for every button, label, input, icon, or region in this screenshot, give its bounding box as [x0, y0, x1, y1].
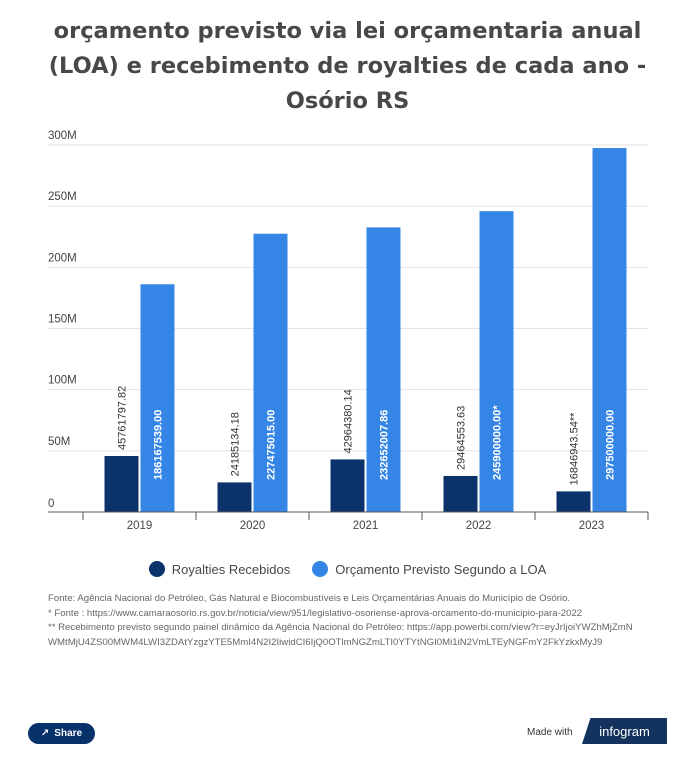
y-tick-label: 50M	[48, 436, 70, 448]
x-tick-label: 2021	[353, 520, 379, 532]
y-tick-label: 150M	[48, 314, 77, 326]
bar-orcamento	[479, 211, 514, 513]
y-tick-label: 0	[48, 498, 54, 510]
bar-royalties	[443, 475, 478, 512]
legend-dot-icon	[312, 561, 329, 577]
chart-title-line: Osório RS	[285, 88, 410, 114]
bar-orcamento	[366, 227, 401, 512]
share-icon: ↗	[40, 728, 50, 739]
legend-dot-icon	[148, 561, 165, 577]
x-tick-label: 2022	[466, 520, 492, 532]
x-tick-label: 2019	[127, 520, 153, 532]
bar-chart: 0 50M 100M 150M 200M 250M 300M 45761797.82 1861…	[48, 130, 649, 532]
data-label-orcamento: 297500000.00	[605, 410, 617, 480]
legend: Royalties Recebidos Orçamento Previsto S…	[0, 561, 695, 577]
source-notes: Fonte: Agência Nacional do Petróleo, Gás…	[48, 592, 638, 650]
data-label-orcamento: 245900000.00*	[492, 405, 504, 480]
note-footnote-2: ** Recebimento previsto segundo painel d…	[48, 622, 633, 648]
data-label-royalties: 45761797.82	[117, 386, 129, 450]
infogram-logo[interactable]: infogram	[582, 718, 667, 744]
x-tick-label: 2020	[240, 520, 266, 532]
bars: 45761797.82 186167539.00 24185134.18 227475…	[104, 148, 627, 513]
x-axis: 2019 2020 2021 2022 2023	[48, 511, 649, 532]
note-source: Fonte: Agência Nacional do Petróleo, Gás…	[48, 593, 571, 604]
legend-item-royalties[interactable]: Royalties Recebidos	[148, 561, 291, 577]
share-button[interactable]: ↗ Share	[28, 723, 95, 744]
chart-title-line: (LOA) e recebimento de royalties de cada…	[48, 53, 647, 79]
made-with-text: Made with	[527, 727, 573, 738]
bar-orcamento	[140, 284, 175, 512]
y-tick-label: 100M	[48, 375, 77, 387]
data-label-royalties: 24185134.18	[230, 412, 242, 476]
data-label-royalties: 29464553.63	[456, 406, 468, 470]
chart-title: orçamento previsto via lei orçamentaria …	[0, 14, 695, 119]
data-label-royalties: 42964380.14	[343, 389, 355, 453]
legend-item-orcamento[interactable]: Orçamento Previsto Segundo a LOA	[312, 561, 546, 577]
y-axis: 0 50M 100M 150M 200M 250M 300M	[48, 130, 77, 510]
bar-royalties	[217, 482, 252, 512]
bar-royalties	[556, 491, 591, 512]
legend-label: Orçamento Previsto Segundo a LOA	[335, 561, 547, 577]
y-tick-label: 300M	[48, 130, 77, 142]
share-label: Share	[54, 728, 83, 739]
x-tick-label: 2023	[579, 520, 605, 532]
y-tick-label: 250M	[48, 191, 77, 203]
bar-royalties	[104, 456, 139, 512]
bar-orcamento	[592, 148, 627, 512]
data-label-orcamento: 232652007.86	[379, 410, 391, 480]
legend-label: Royalties Recebidos	[171, 561, 291, 577]
note-footnote-1: * Fonte : https://www.camaraosorio.rs.go…	[48, 607, 583, 619]
bar-royalties	[330, 459, 365, 512]
data-label-orcamento: 186167539.00	[153, 410, 165, 480]
data-label-royalties: 16846943.54**	[569, 412, 581, 486]
bar-orcamento	[253, 233, 288, 512]
data-label-orcamento: 227475015.00	[266, 410, 278, 480]
y-tick-label: 200M	[48, 252, 77, 264]
chart-title-line: orçamento previsto via lei orçamentaria …	[53, 18, 642, 44]
